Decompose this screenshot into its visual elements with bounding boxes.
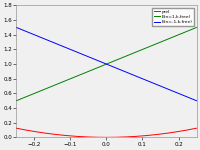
prel [102, 136, 104, 138]
prel [191, 128, 194, 130]
E(n=-1,k,free) [102, 62, 104, 64]
prel [195, 127, 198, 129]
E(n=-1,k,free) [195, 100, 198, 102]
Line: E(n=-1,k,free): E(n=-1,k,free) [16, 27, 197, 101]
prel [123, 136, 125, 138]
prel [163, 133, 166, 134]
Line: prel: prel [16, 128, 197, 137]
E(n=1,k,free) [101, 65, 103, 67]
E(n=1,k,free) [113, 60, 115, 62]
prel [101, 136, 103, 138]
E(n=-1,k,free) [191, 98, 193, 100]
E(n=-1,k,free) [101, 61, 103, 63]
prel [15, 127, 18, 129]
E(n=-1,k,free) [122, 70, 125, 72]
Legend: prel, E(n=1,k,free), E(n=-1,k,free): prel, E(n=1,k,free), E(n=-1,k,free) [152, 8, 194, 26]
E(n=1,k,free) [191, 28, 193, 30]
E(n=-1,k,free) [15, 27, 18, 28]
prel [113, 136, 115, 138]
E(n=1,k,free) [102, 65, 104, 66]
E(n=1,k,free) [195, 27, 198, 28]
E(n=-1,k,free) [163, 87, 165, 88]
E(n=1,k,free) [15, 100, 18, 102]
Line: E(n=1,k,free): E(n=1,k,free) [16, 27, 197, 101]
E(n=1,k,free) [163, 40, 165, 42]
prel [105, 136, 108, 138]
E(n=1,k,free) [122, 56, 125, 58]
E(n=-1,k,free) [113, 66, 115, 68]
